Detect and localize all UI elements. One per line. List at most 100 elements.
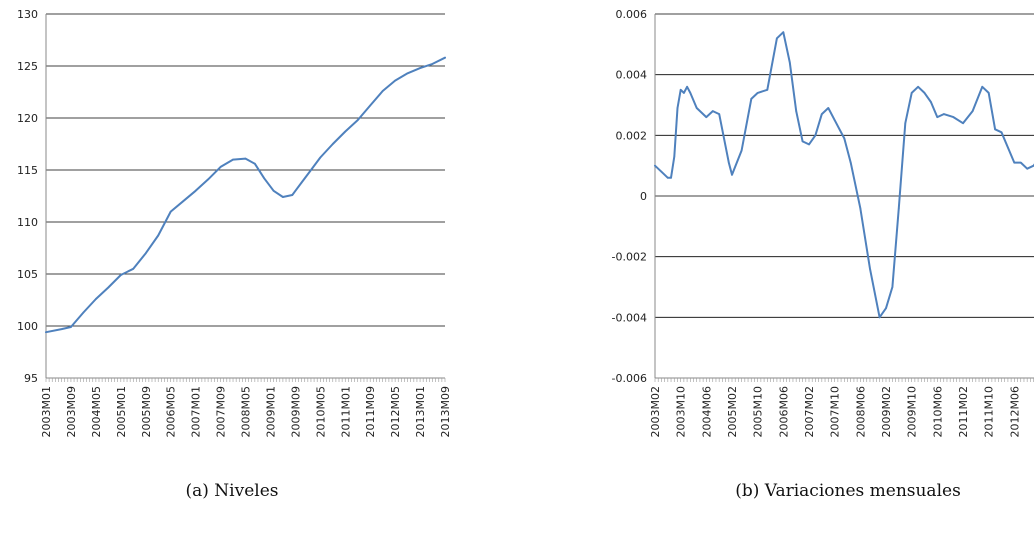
data-point <box>686 86 688 88</box>
x-tick-label: 2013M09 <box>439 386 452 437</box>
data-point <box>444 56 446 59</box>
data-point <box>319 156 322 159</box>
data-point <box>244 157 247 160</box>
data-point <box>782 31 785 33</box>
data-point <box>95 298 97 300</box>
data-point <box>731 173 733 176</box>
data-point <box>369 104 371 107</box>
data-point <box>904 122 907 124</box>
data-point <box>282 196 284 198</box>
y-tick-label: 100 <box>17 320 38 333</box>
data-point <box>207 178 209 181</box>
data-point <box>394 79 396 82</box>
chart-panel-b: -0.006 -0.004 -0.002 0 0.002 0.004 0.006 2003M0… <box>612 8 1034 501</box>
data-point <box>859 207 862 209</box>
data-point <box>670 177 672 179</box>
data-point <box>981 86 984 88</box>
chart-panel-a: 95 100 105 110 115 120 125 130 2003M01 2003M09 200… <box>17 8 452 501</box>
data-point <box>849 161 852 164</box>
chart-caption: (b) Variaciones mensuales <box>735 481 961 501</box>
data-point <box>82 311 85 314</box>
data-point <box>740 149 743 152</box>
y-tick-label: 95 <box>24 372 38 385</box>
series-line <box>654 31 1034 319</box>
data-point <box>381 90 384 92</box>
x-tick-label: 2003M02 <box>649 386 662 437</box>
x-tick-label: 2010M06 <box>931 386 944 437</box>
y-tick-label: 110 <box>17 216 38 229</box>
data-point <box>654 164 656 167</box>
data-point <box>676 107 679 109</box>
x-tick-label: 2011M02 <box>957 386 970 437</box>
data-point <box>994 128 996 131</box>
x-tick-label: 2012M06 <box>1008 386 1021 437</box>
data-point <box>808 143 810 146</box>
data-point <box>827 107 830 109</box>
data-point <box>695 107 698 109</box>
data-point <box>310 169 312 171</box>
data-point <box>689 92 692 94</box>
data-point <box>891 286 894 288</box>
data-point <box>107 286 110 289</box>
data-point <box>120 274 122 276</box>
x-tick-label: 2009M09 <box>289 386 302 437</box>
data-point <box>766 89 769 91</box>
x-tick-label: 2006M06 <box>777 386 790 437</box>
chart-caption: (a) Niveles <box>185 481 278 501</box>
data-point <box>930 101 932 103</box>
data-point <box>821 113 823 115</box>
data-point <box>795 110 797 112</box>
data-point <box>718 113 720 115</box>
data-point <box>776 37 778 40</box>
data-point <box>843 137 846 140</box>
data-point <box>952 116 955 118</box>
data-point <box>936 116 939 118</box>
x-tick-label: 2007M02 <box>803 386 816 437</box>
data-point <box>660 170 663 173</box>
data-point <box>272 190 275 192</box>
data-point <box>885 307 887 310</box>
x-tick-label: 2003M01 <box>40 386 53 437</box>
x-tick-label: 2007M01 <box>190 386 203 437</box>
series-line <box>45 56 446 334</box>
x-tick-label: 2010M05 <box>314 386 327 437</box>
data-point <box>814 134 817 137</box>
data-point <box>679 89 682 91</box>
data-point <box>182 200 184 202</box>
data-point <box>898 207 900 209</box>
y-tick-label: -0.006 <box>612 372 647 385</box>
data-point <box>254 162 256 165</box>
x-tick-label: 2004M05 <box>90 386 103 437</box>
x-tick-label: 2003M09 <box>65 386 78 437</box>
x-tick-label: 2005M01 <box>115 386 128 437</box>
data-point <box>923 92 926 94</box>
x-tick-label: 2005M02 <box>726 386 739 437</box>
data-point <box>1000 131 1003 134</box>
data-point <box>683 92 685 94</box>
data-point <box>144 252 147 254</box>
y-tick-label: 115 <box>17 164 38 177</box>
data-point <box>801 140 804 143</box>
x-tick-label: 2011M10 <box>983 386 996 437</box>
data-point <box>60 328 63 330</box>
data-point <box>942 113 945 115</box>
y-tick-label: 0 <box>640 190 647 203</box>
data-point <box>70 326 72 328</box>
data-point <box>711 110 714 112</box>
data-point <box>1026 167 1028 170</box>
x-tick-label: 2008M06 <box>854 386 867 437</box>
y-tick-label: 0.006 <box>616 8 648 21</box>
x-tick-label: 2007M10 <box>829 386 842 437</box>
data-point <box>987 92 990 94</box>
y-tick-label: -0.004 <box>612 311 647 324</box>
y-tick-label: 130 <box>17 8 38 21</box>
y-tick-label: 0.004 <box>616 69 648 82</box>
data-point <box>1019 161 1022 164</box>
data-point <box>294 190 297 192</box>
data-point <box>1013 161 1016 164</box>
data-point <box>356 119 359 121</box>
x-tick-label: 2009M02 <box>880 386 893 437</box>
y-tick-label: 105 <box>17 268 38 281</box>
data-point <box>788 61 791 64</box>
